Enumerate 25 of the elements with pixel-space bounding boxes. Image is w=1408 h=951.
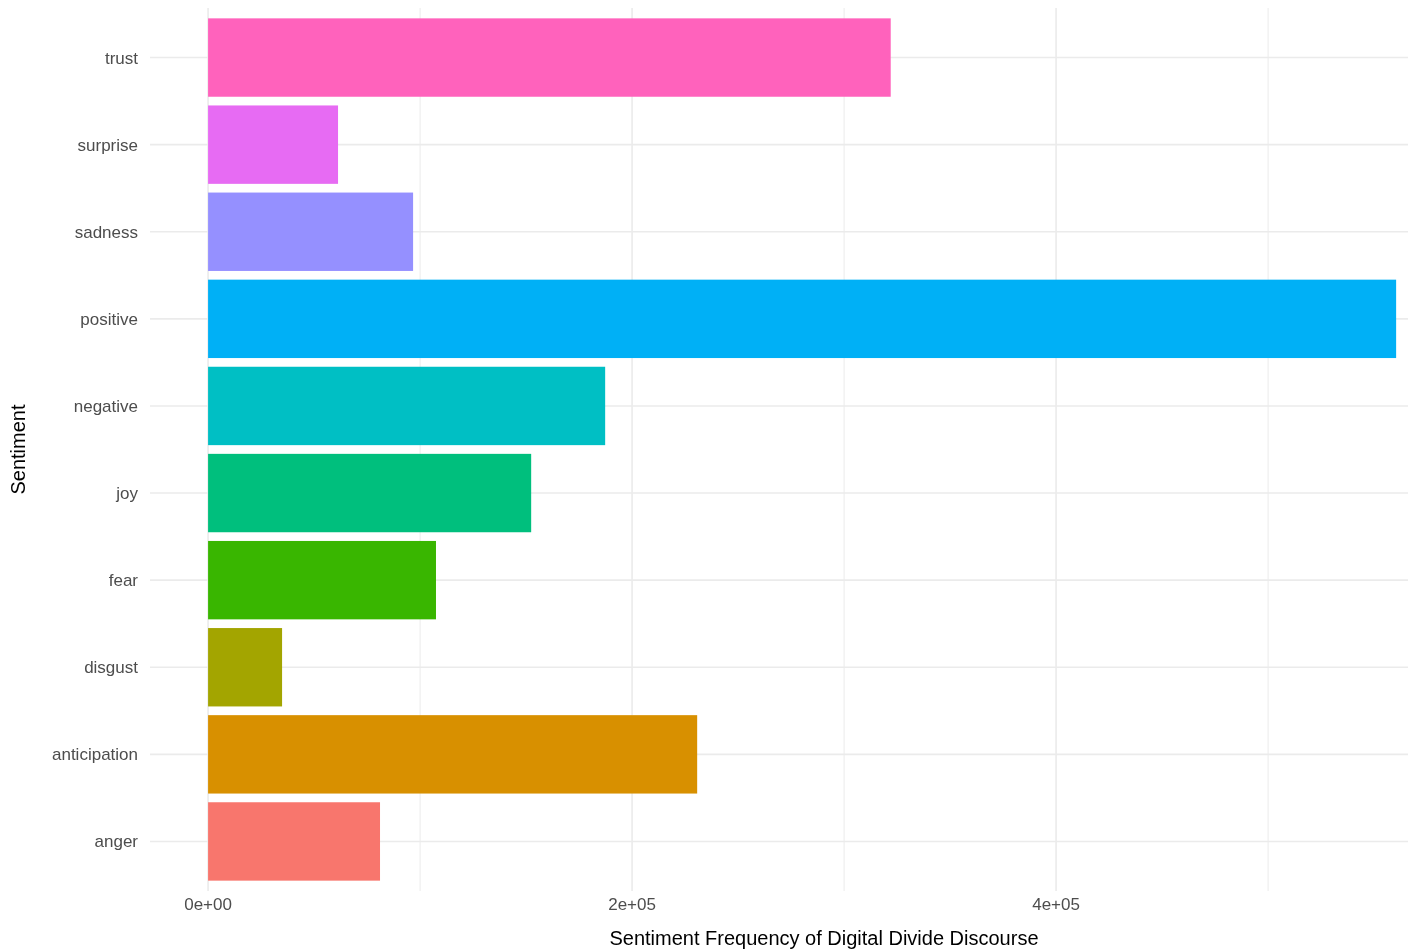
bar xyxy=(208,105,339,184)
bar xyxy=(208,628,283,707)
bar xyxy=(208,802,381,881)
y-tick-label: positive xyxy=(80,309,138,329)
bar xyxy=(208,366,606,446)
y-tick-label: fear xyxy=(108,571,139,591)
x-tick-label: 2e+05 xyxy=(608,895,656,914)
y-tick-label: joy xyxy=(115,484,139,503)
y-tick-label: anticipation xyxy=(51,745,138,765)
bar xyxy=(208,279,1397,359)
x-axis-title: Sentiment Frequency of Digital Divide Discourse xyxy=(609,927,1039,949)
bar xyxy=(208,192,414,271)
bar xyxy=(208,18,891,97)
x-tick-label: 4e+05 xyxy=(1032,895,1080,914)
y-tick-label: surprise xyxy=(77,135,138,155)
y-tick-label: anger xyxy=(94,832,139,852)
bar xyxy=(208,540,436,620)
y-tick-label: negative xyxy=(73,396,138,416)
y-tick-label: trust xyxy=(104,48,139,68)
y-axis-title: Sentiment xyxy=(7,404,29,495)
x-tick-label: 0e+00 xyxy=(184,895,232,914)
bar xyxy=(208,453,532,533)
bar xyxy=(208,715,698,794)
y-tick-label: disgust xyxy=(84,658,139,678)
y-tick-label: sadness xyxy=(74,222,138,242)
